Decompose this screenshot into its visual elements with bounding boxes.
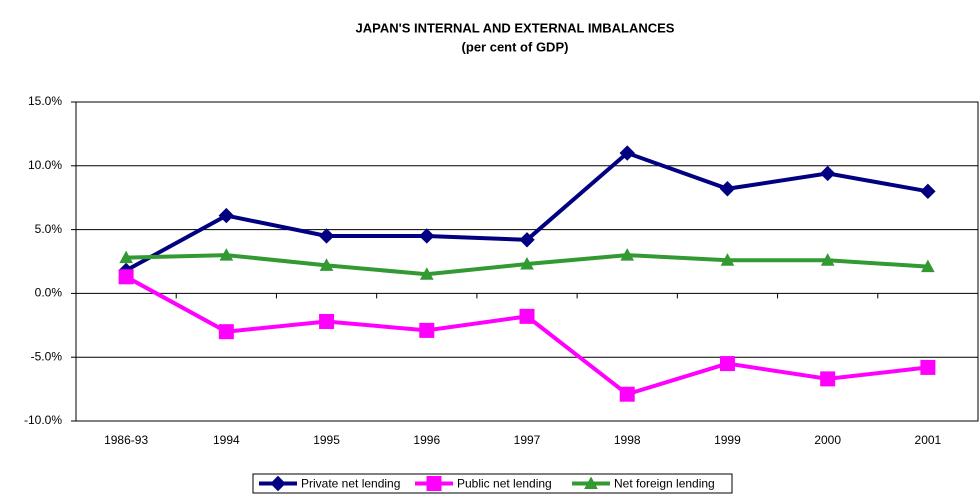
marker bbox=[921, 259, 935, 273]
marker bbox=[719, 181, 736, 197]
marker bbox=[819, 165, 836, 182]
marker bbox=[920, 183, 936, 200]
marker bbox=[118, 269, 134, 285]
marker bbox=[719, 356, 735, 372]
x-tick-label: 1986-93 bbox=[104, 433, 148, 447]
marker bbox=[319, 313, 335, 329]
marker bbox=[218, 324, 234, 340]
marker bbox=[219, 248, 234, 261]
marker bbox=[319, 258, 334, 271]
marker bbox=[519, 308, 535, 324]
marker bbox=[520, 257, 534, 270]
x-tick-label: 1997 bbox=[514, 433, 541, 447]
x-tick-label: 1995 bbox=[313, 433, 340, 447]
series-line bbox=[125, 150, 929, 273]
marker bbox=[119, 250, 133, 264]
y-tick-label: -10.0% bbox=[24, 413, 62, 427]
marker bbox=[519, 232, 535, 248]
marker bbox=[820, 371, 836, 387]
series-line bbox=[125, 275, 929, 397]
marker bbox=[318, 228, 335, 244]
y-tick-label: 10.0% bbox=[28, 158, 62, 172]
plot-border bbox=[75, 101, 979, 422]
marker bbox=[584, 476, 598, 489]
marker bbox=[820, 253, 835, 266]
y-tick-label: 5.0% bbox=[35, 222, 63, 236]
legend-label: Public net lending bbox=[457, 477, 552, 491]
x-tick-label: 1994 bbox=[213, 433, 240, 447]
marker bbox=[619, 386, 635, 402]
chart-subtitle: (per cent of GDP) bbox=[462, 39, 569, 54]
x-tick-label: 1996 bbox=[413, 433, 440, 447]
chart-title: JAPAN'S INTERNAL AND EXTERNAL IMBALANCES bbox=[356, 20, 675, 35]
legend: Private net lending Public net lending Net… bbox=[252, 473, 733, 494]
marker bbox=[620, 248, 635, 261]
marker bbox=[419, 267, 434, 280]
x-tick-label: 2000 bbox=[814, 433, 841, 447]
x-tick-label: 1999 bbox=[714, 433, 741, 447]
x-tick-label: 1998 bbox=[614, 433, 641, 447]
y-tick-label: -5.0% bbox=[31, 349, 63, 363]
y-tick-label: 0.0% bbox=[35, 286, 63, 300]
marker bbox=[270, 475, 286, 492]
marker bbox=[920, 359, 936, 375]
marker bbox=[720, 253, 735, 266]
marker bbox=[419, 322, 435, 338]
legend-label: Private net lending bbox=[301, 477, 400, 491]
marker bbox=[619, 145, 635, 161]
x-tick-label: 2001 bbox=[915, 433, 942, 447]
legend-box bbox=[252, 473, 733, 494]
marker bbox=[419, 228, 435, 244]
legend-label: Net foreign lending bbox=[614, 477, 715, 491]
marker bbox=[218, 207, 235, 224]
marker bbox=[426, 476, 442, 491]
y-tick-label: 15.0% bbox=[28, 94, 62, 108]
